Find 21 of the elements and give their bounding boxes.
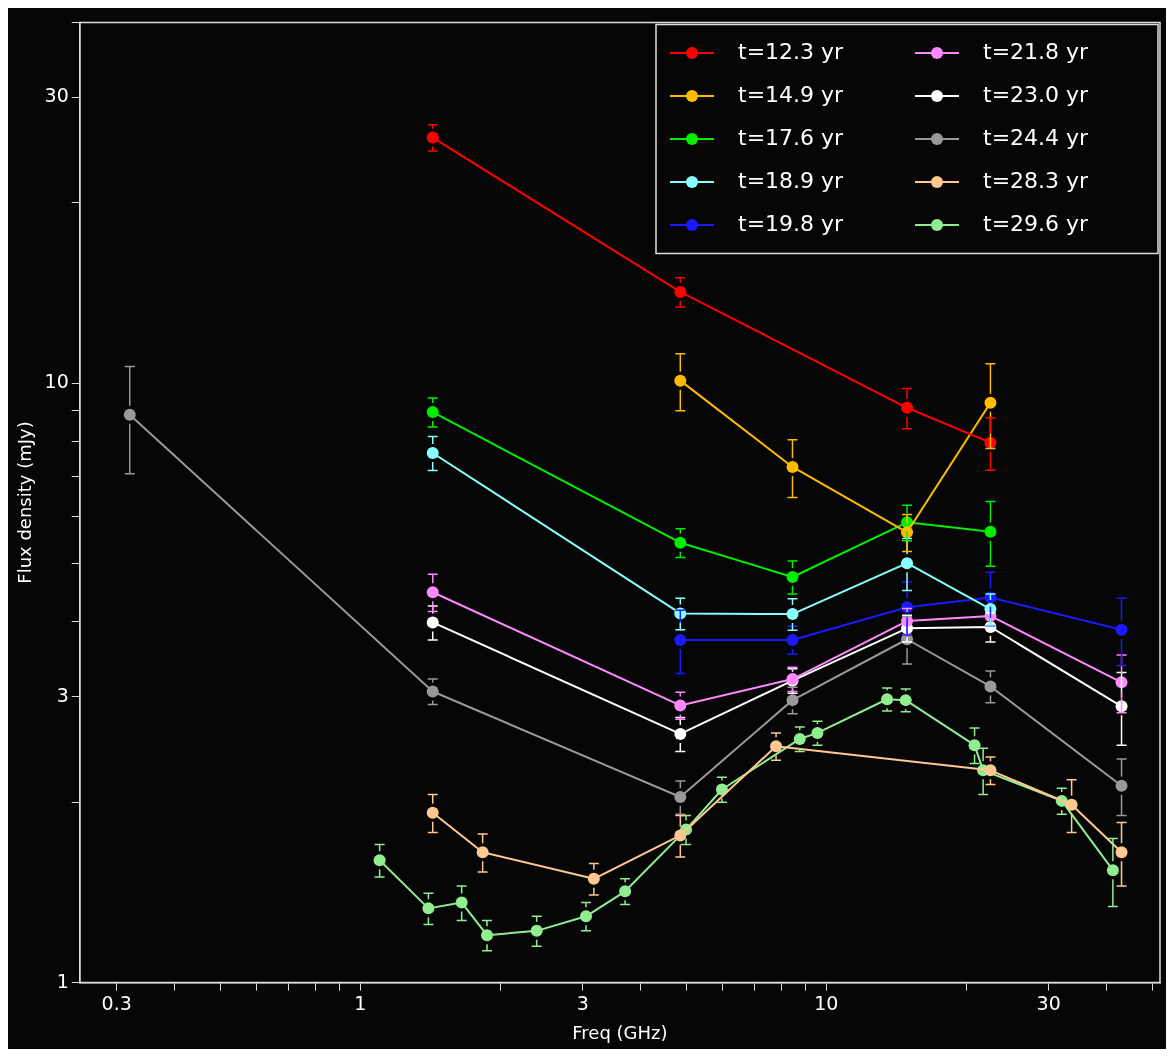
x-tick-label: 10 bbox=[814, 991, 839, 1014]
x-axis-title: Freq (GHz) bbox=[572, 1021, 668, 1043]
x-tick-label: 30 bbox=[1036, 991, 1061, 1014]
legend-label: t=17.6 yr bbox=[738, 124, 845, 150]
legend-label: t=23.0 yr bbox=[983, 81, 1090, 107]
legend-label: t=18.9 yr bbox=[738, 167, 845, 193]
x-tick-label: 1 bbox=[354, 991, 367, 1014]
legend-label: t=21.8 yr bbox=[983, 38, 1090, 64]
y-tick-label: 3 bbox=[56, 683, 69, 706]
legend-label: t=19.8 yr bbox=[738, 210, 845, 236]
y-axis-title: Flux density (mJy) bbox=[14, 421, 36, 584]
legend-label: t=12.3 yr bbox=[738, 38, 845, 64]
y-tick-label: 1 bbox=[56, 969, 69, 992]
legend-label: t=24.4 yr bbox=[983, 124, 1090, 150]
x-tick-label: 3 bbox=[576, 991, 589, 1014]
legend-label: t=28.3 yr bbox=[983, 167, 1090, 193]
y-tick-label: 10 bbox=[44, 370, 69, 393]
legend-label: t=14.9 yr bbox=[738, 81, 845, 107]
y-tick-label: 30 bbox=[44, 84, 69, 107]
legend-label: t=29.6 yr bbox=[983, 210, 1090, 236]
x-tick-label: 0.3 bbox=[101, 991, 132, 1014]
